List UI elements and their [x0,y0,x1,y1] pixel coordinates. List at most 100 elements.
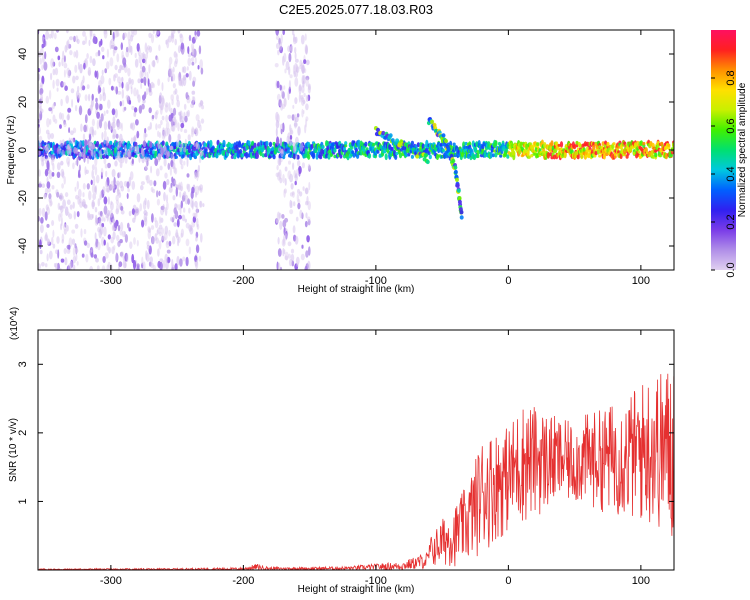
colorbar-tick-label: 0.6 [725,118,737,133]
heatmap-cell [160,103,164,111]
heatmap-cell [41,156,46,161]
heatmap-cell [142,261,146,270]
heatmap-cell [527,155,531,159]
heatmap-cell [76,261,79,266]
heatmap-cell [65,95,69,104]
heatmap-cell [146,240,150,247]
heatmap-cell [199,200,202,208]
heatmap-cell [163,231,168,241]
heatmap-cell [112,116,116,124]
heatmap-cell [119,161,123,169]
heatmap-cell [94,186,97,193]
heatmap-cell [98,220,102,227]
heatmap-cell [58,112,63,120]
heatmap-cell [235,144,239,151]
heatmap-cell [299,142,304,152]
heatmap-cell [283,189,286,198]
heatmap-cell [251,140,255,146]
heatmap-cell [103,30,108,39]
heatmap-cell [136,89,139,99]
heatmap-cell [48,33,52,39]
heatmap-cell [201,105,205,110]
heatmap-cell [94,130,97,136]
heatmap-cell [124,64,128,73]
heatmap-cell [186,157,189,168]
heatmap-cell [499,154,503,158]
heatmap-cell [143,76,147,85]
heatmap-cell [82,40,86,46]
heatmap-cell [79,63,83,74]
heatmap-cell [459,210,464,215]
heatmap-cell [286,149,290,154]
heatmap-cell [172,235,176,245]
heatmap-cell [168,229,171,237]
heatmap-cell [177,30,181,34]
heatmap-cell [56,236,60,244]
heatmap-cell [88,133,92,141]
heatmap-cell [186,173,190,178]
heatmap-cell [121,76,124,83]
heatmap-cell [283,97,287,107]
heatmap-cell [183,207,186,213]
heatmap-cell [185,256,189,267]
heatmap-cell [279,41,283,51]
heatmap-cell [185,111,189,118]
heatmap-cell [194,30,197,36]
heatmap-cell [395,151,399,156]
heatmap-cell [91,214,94,219]
heatmap-cell [76,211,80,218]
heatmap-cell [38,73,41,82]
heatmap-cell [114,160,118,167]
heatmap-cell [94,232,97,241]
heatmap-cell [124,262,127,269]
heatmap-cell [180,142,184,149]
heatmap-cell [310,143,314,149]
heatmap-cell [183,160,186,166]
heatmap-cell [376,149,380,154]
heatmap-cell [41,75,45,85]
snr-ylabel: SNR (10 * v/v) [8,418,19,482]
heatmap-cell [83,229,87,235]
heatmap-cell [148,83,152,93]
heatmap-cell [388,133,393,138]
heatmap-cell [410,140,414,146]
heatmap-cell [45,232,48,241]
heatmap-cell [278,169,282,180]
heatmap-cell [546,152,551,159]
heatmap-cell [290,183,294,190]
snr-panel: -300 -200 -100 0 100 1 2 3 Height of straight l… [8,307,675,595]
heatmap-cell [294,47,297,54]
heatmap-cell [76,38,80,45]
heatmap-cell [70,137,74,145]
heatmap-cell [275,127,278,137]
heatmap-cell [140,78,144,84]
heatmap-cell [125,46,129,53]
heatmap-cell [670,150,674,155]
heatmap-cell [118,192,122,199]
heatmap-cell [63,176,66,185]
heatmap-cell [184,138,187,149]
heatmap-cell [287,241,292,247]
heatmap-cell [86,183,90,190]
heatmap-cell [52,79,55,89]
heatmap-cell [288,160,291,165]
heatmap-cell [89,126,94,136]
heatmap-cell [107,99,111,109]
heatmap-cell [62,50,65,60]
heatmap-cell [90,150,94,156]
heatmap-cell [127,222,130,229]
heatmap-cell [536,142,540,147]
heatmap-cell [290,253,295,262]
snr-ytick-label: 2 [17,430,29,436]
heatmap-cell [290,248,295,254]
heatmap-cell [45,204,49,211]
heatmap-cell [172,155,176,163]
heatmap-cell [66,156,71,165]
heatmap-cell [157,140,161,150]
heatmap-cell [49,200,53,206]
heatmap-xtick-label: -200 [232,275,254,287]
snr-frame [37,329,675,571]
heatmap-cell [543,142,547,149]
heatmap-cell [455,183,460,188]
heatmap-cell [154,111,158,120]
